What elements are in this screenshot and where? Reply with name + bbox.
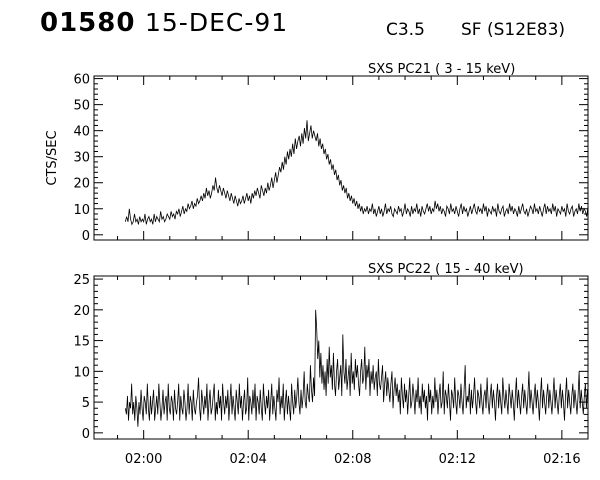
event-id: 01580 <box>40 8 136 38</box>
goes-class: C3.5 <box>386 20 425 40</box>
x-tick-label: 02:04 <box>229 452 266 467</box>
y-tick-label: 40 <box>73 125 90 140</box>
y-tick-label: 15 <box>73 335 90 350</box>
x-tick-label: 02:16 <box>543 452 580 467</box>
y-tick-label: 50 <box>73 99 90 114</box>
y-tick-label: 5 <box>82 396 90 411</box>
plot-frame <box>93 275 589 440</box>
y-tick-label: 10 <box>73 365 90 380</box>
axis-ticks: 0 10 20 30 40 50 60 <box>73 73 589 244</box>
series-line <box>124 309 588 427</box>
y-tick-label: 25 <box>73 273 90 288</box>
axis-ticks: 0 5 10 15 20 25 02:00 02:04 02:08 02:12 02:16 <box>73 273 589 467</box>
y-tick-label: 0 <box>82 229 90 244</box>
plot-frame <box>93 75 589 241</box>
series-line <box>124 120 589 226</box>
y-tick-label: 30 <box>73 151 90 166</box>
x-tick-label: 02:12 <box>439 452 476 467</box>
panel-title: SXS PC22 ( 15 - 40 keV) <box>368 262 524 277</box>
panel-sxs-pc21: SXS PC21 ( 3 - 15 keV) CTS/SEC 0 10 20 30 40… <box>45 62 589 244</box>
y-tick-label: 20 <box>73 304 90 319</box>
y-tick-label: 0 <box>82 427 90 442</box>
flare-info: SF (S12E83) <box>461 20 566 40</box>
panel-title: SXS PC21 ( 3 - 15 keV) <box>368 62 515 77</box>
x-tick-label: 02:08 <box>334 452 371 467</box>
x-tick-label: 02:00 <box>125 452 162 467</box>
y-tick-label: 20 <box>73 177 90 192</box>
event-date: 15-DEC-91 <box>145 8 289 37</box>
y-axis-label: CTS/SEC <box>45 130 60 185</box>
y-tick-label: 10 <box>73 203 90 218</box>
y-tick-label: 60 <box>73 73 90 88</box>
